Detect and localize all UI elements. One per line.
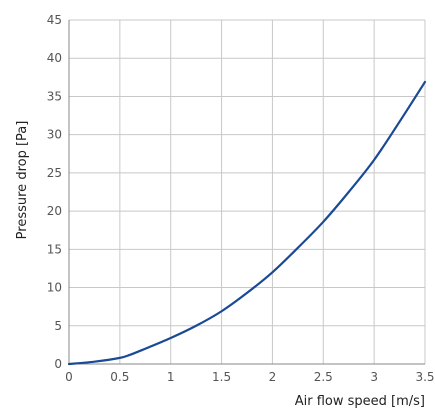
- x-tick-label: 2: [269, 370, 277, 384]
- y-tick-label: 45: [47, 13, 62, 27]
- y-tick-label: 30: [47, 128, 62, 142]
- x-tick-label: 0: [65, 370, 73, 384]
- y-tick-label: 0: [54, 357, 62, 371]
- x-tick-label: 3: [370, 370, 378, 384]
- axes: [68, 20, 425, 365]
- y-tick-label: 40: [47, 51, 62, 65]
- y-axis-title: Pressure drop [Pa]: [15, 121, 30, 240]
- x-tick-label: 1.5: [212, 370, 231, 384]
- y-tick-label: 10: [47, 281, 62, 295]
- y-tick-label: 35: [47, 89, 62, 103]
- x-axis-title: Air flow speed [m/s]: [295, 394, 425, 409]
- y-tick-label: 5: [54, 319, 62, 333]
- y-tick-label: 25: [47, 166, 62, 180]
- x-tick-label: 3.5: [415, 370, 434, 384]
- y-tick-label: 20: [47, 204, 62, 218]
- grid-lines: [69, 19, 426, 364]
- series-layer: [67, 80, 427, 366]
- y-tick-label: 15: [47, 242, 62, 256]
- x-tick-label: 1: [167, 370, 175, 384]
- x-tick-label: 2.5: [314, 370, 333, 384]
- series-line: [67, 80, 427, 366]
- x-tick-label: 0.5: [110, 370, 129, 384]
- tick-labels: 0 0.5 1 1.5 2 2.5 3 3.5 0 5 10 15 20 25 30 35 40 45: [47, 13, 435, 384]
